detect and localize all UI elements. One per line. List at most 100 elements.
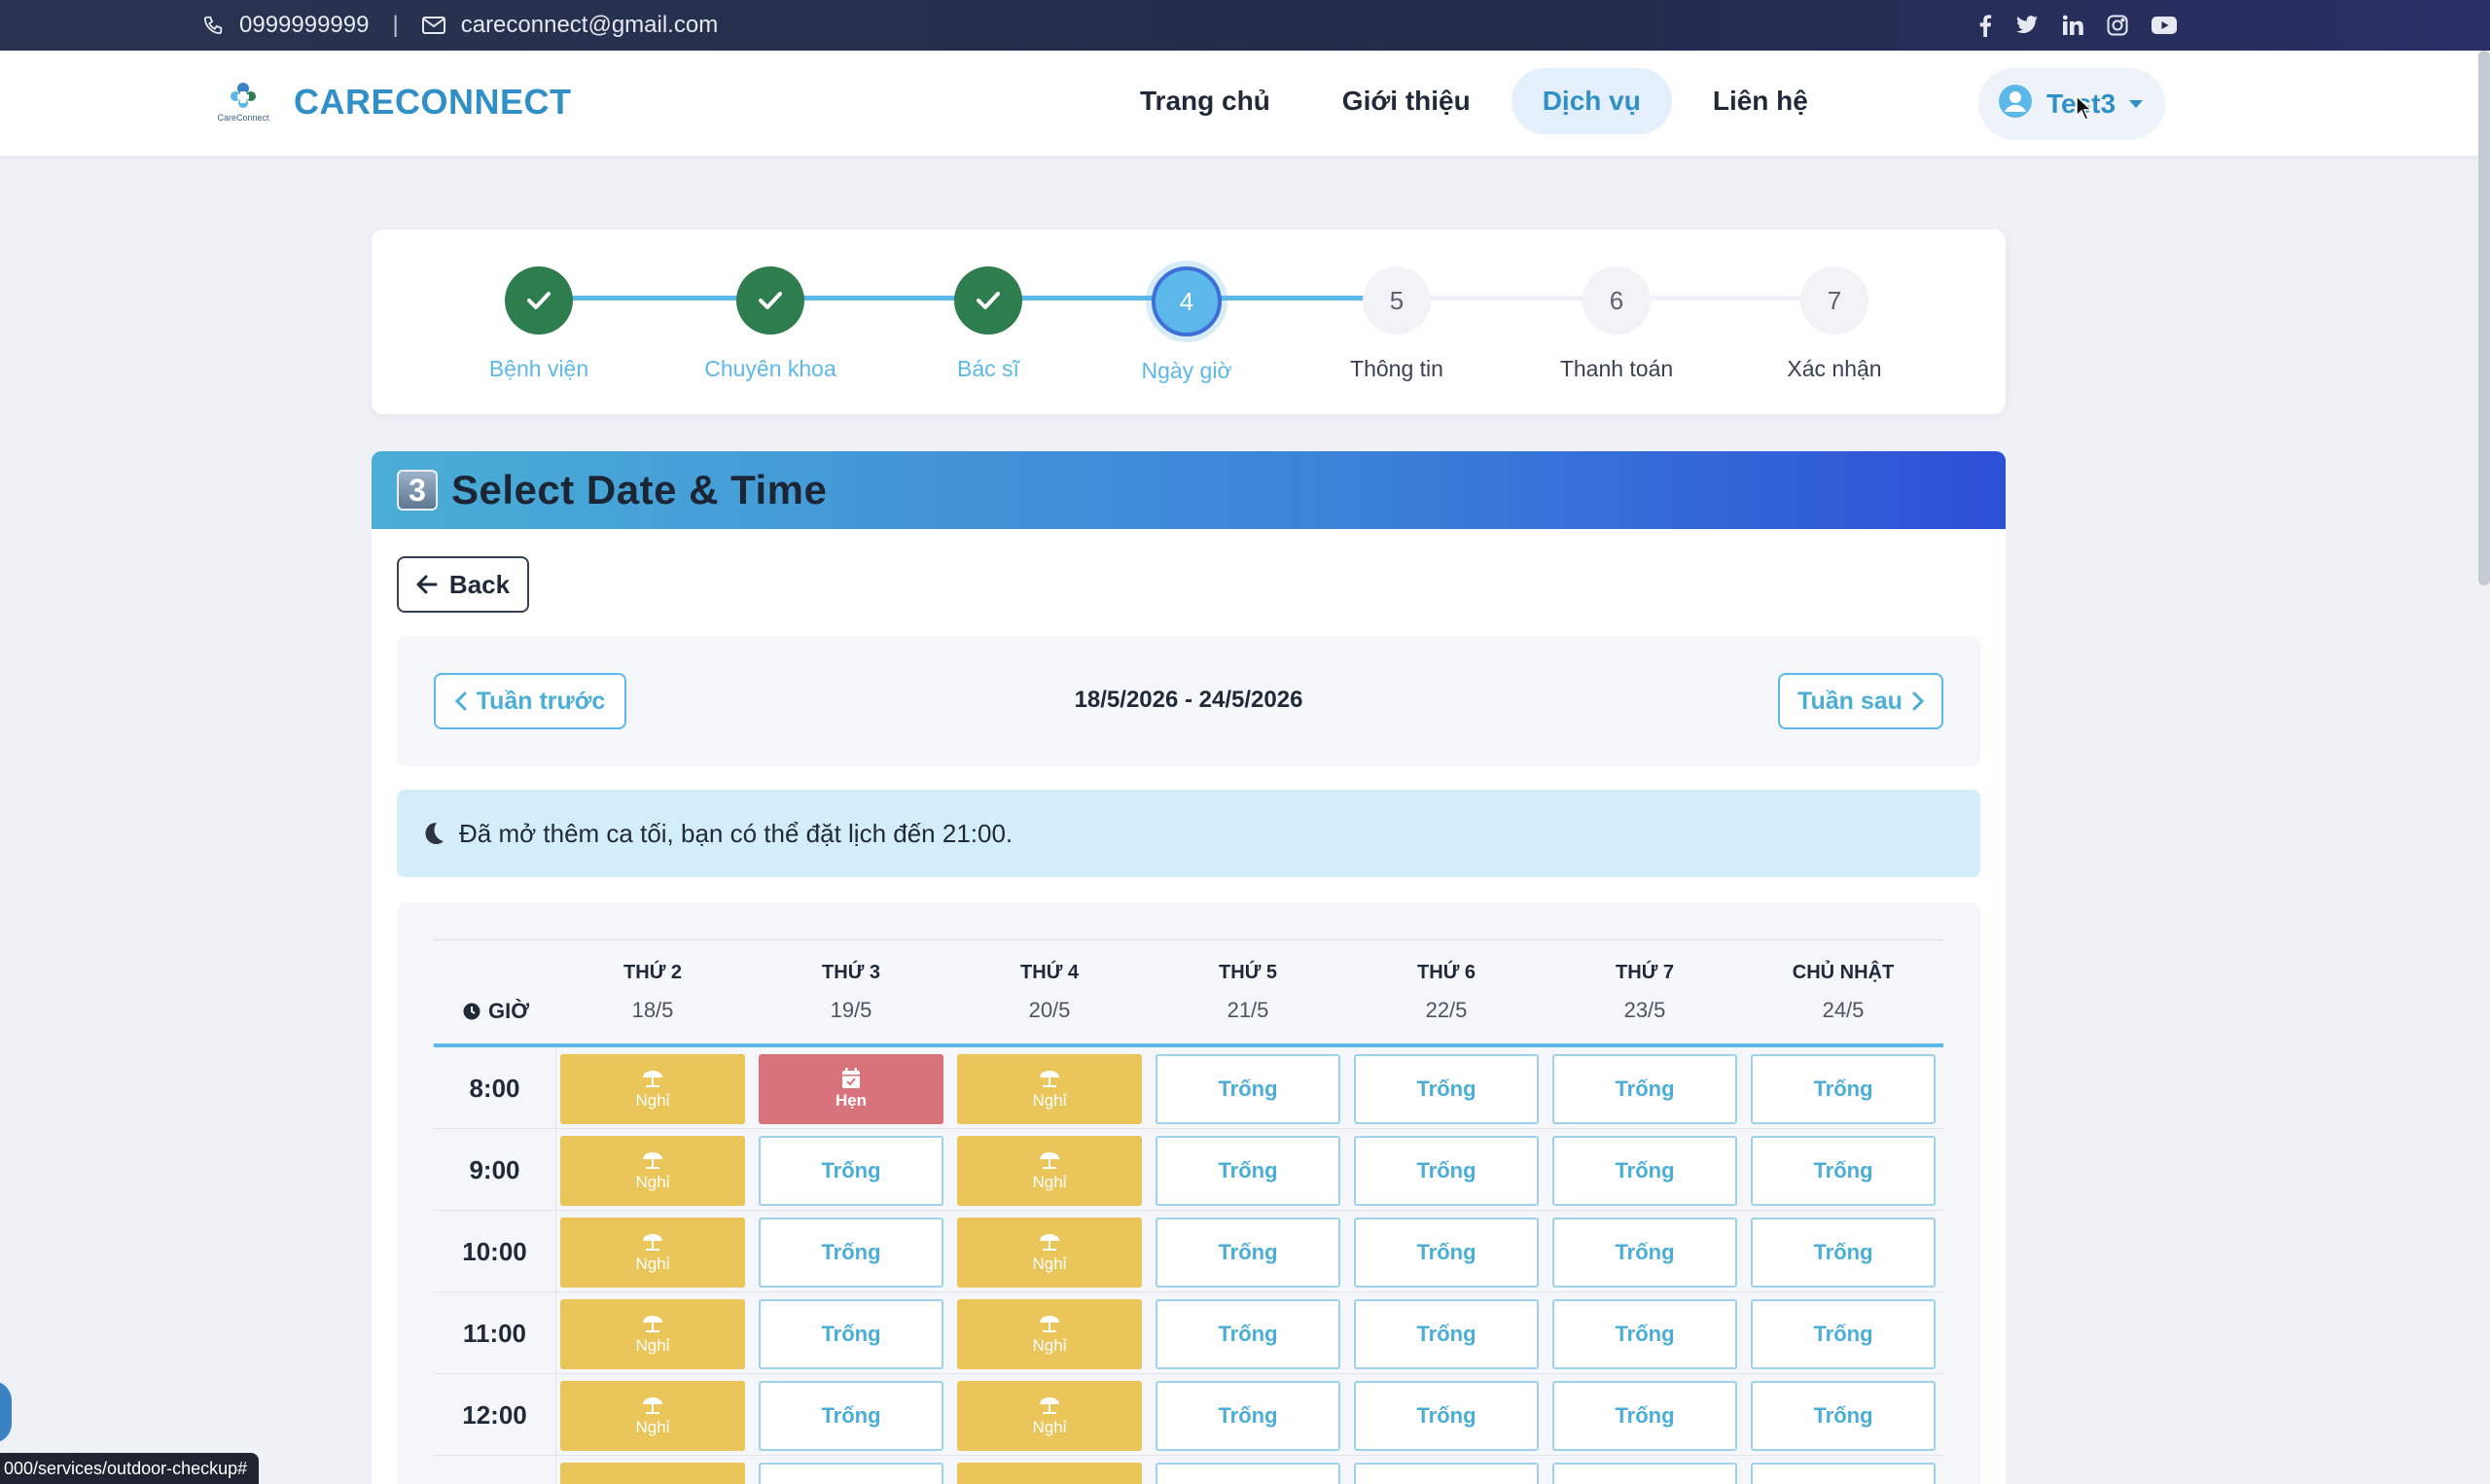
slot-label: Nghỉ [1032, 1091, 1067, 1110]
slot-available[interactable]: Trống [1354, 1381, 1539, 1451]
slot-available[interactable]: Trống [1156, 1054, 1340, 1124]
slot-label: Trống [1615, 1322, 1675, 1346]
slot-available[interactable]: Trống [1354, 1299, 1539, 1369]
contact-info: 0999999999 | careconnect@gmail.com [202, 0, 718, 51]
stepper-step-1[interactable]: Bệnh viện [442, 266, 636, 382]
slot-available[interactable] [759, 1463, 943, 1484]
check-icon [954, 266, 1022, 335]
check-icon [505, 266, 573, 335]
page-scrollbar[interactable] [2478, 51, 2490, 585]
stepper-connector [1187, 296, 1397, 300]
slot-label: Nghỉ [635, 1173, 670, 1191]
nav-item-home[interactable]: Trang chủ [1140, 86, 1270, 116]
slot-available[interactable]: Trống [1156, 1136, 1340, 1206]
slot-available[interactable]: Trống [1751, 1136, 1936, 1206]
slot-day-off [560, 1463, 745, 1484]
slot-label: Trống [1813, 1158, 1873, 1183]
slot-available[interactable]: Trống [1552, 1218, 1737, 1288]
schedule-table: GIỜ THỨ 2 18/5 THỨ 3 19/5 THỨ 4 20/5 THỨ 5 21/5… [434, 939, 1943, 1484]
step-number: 5 [1363, 266, 1431, 335]
phone-icon [202, 15, 224, 36]
slot-day-off: Nghỉ [560, 1054, 745, 1124]
instagram-icon[interactable] [2107, 15, 2128, 36]
day-date: 20/5 [1028, 998, 1071, 1022]
back-button-label: Back [448, 569, 511, 599]
evening-shift-notice: Đã mở thêm ca tối, bạn có thể đặt lịch đ… [397, 790, 1980, 877]
chevron-down-icon [2129, 100, 2144, 108]
step-label: Thông tin [1350, 356, 1443, 381]
stepper-step-5: 5 Thông tin [1299, 266, 1494, 382]
twitter-icon[interactable] [2015, 16, 2039, 35]
slot-available[interactable] [1354, 1463, 1539, 1484]
phone-number[interactable]: 0999999999 [239, 12, 370, 38]
chat-widget-button[interactable] [0, 1381, 12, 1443]
day-name: THỨ 3 [822, 962, 880, 983]
slot-label: Trống [821, 1240, 881, 1264]
previous-week-button[interactable]: Tuần trước [434, 673, 626, 729]
slot-available[interactable]: Trống [1156, 1299, 1340, 1369]
email-address[interactable]: careconnect@gmail.com [460, 12, 719, 38]
main-navbar: CareConnect CARECONNECT Trang chủ Giới t… [0, 51, 2478, 156]
beach-umbrella-icon [1040, 1234, 1059, 1251]
slot-available[interactable]: Trống [1354, 1136, 1539, 1206]
slot-label: Trống [1416, 1403, 1476, 1428]
slot-available[interactable]: Trống [1552, 1136, 1737, 1206]
beach-umbrella-icon [1040, 1397, 1059, 1414]
slot-available[interactable]: Trống [1156, 1218, 1340, 1288]
stepper-step-3[interactable]: Bác sĩ [891, 266, 1085, 382]
schedule-row: 11:00 Nghỉ Trống Nghỉ Trống Trống Trống Trống [434, 1292, 1943, 1374]
slot-available[interactable]: Trống [1751, 1381, 1936, 1451]
nav-item-services[interactable]: Dịch vụ [1511, 68, 1672, 134]
social-links [1978, 0, 2177, 51]
slot-label: Trống [1615, 1077, 1675, 1101]
slot-day-off: Nghỉ [957, 1299, 1142, 1369]
top-contact-bar: 0999999999 | careconnect@gmail.com [0, 0, 2490, 51]
slot-label: Trống [1416, 1158, 1476, 1183]
slot-available[interactable]: Trống [1354, 1054, 1539, 1124]
stepper-connector [539, 296, 770, 300]
facebook-icon[interactable] [1978, 14, 1992, 37]
schedule-row: 12:00 Nghỉ Trống Nghỉ Trống Trống Trống Trống [434, 1374, 1943, 1456]
slot-label: Nghỉ [1032, 1336, 1067, 1355]
notice-text: Đã mở thêm ca tối, bạn có thể đặt lịch đ… [459, 818, 1014, 848]
slot-available[interactable] [1156, 1463, 1340, 1484]
slot-available[interactable]: Trống [1156, 1381, 1340, 1451]
stepper-step-7: 7 Xác nhận [1737, 266, 1932, 382]
linkedin-icon[interactable] [2062, 15, 2083, 36]
booking-stepper: Bệnh viện Chuyên khoa Bác sĩ 4 Ngày giờ 5 Thôn… [372, 230, 2006, 414]
stepper-step-2[interactable]: Chuyên khoa [673, 266, 868, 382]
slot-available[interactable]: Trống [759, 1218, 943, 1288]
youtube-icon[interactable] [2152, 16, 2177, 35]
step-number: 6 [1583, 266, 1651, 335]
slot-available[interactable]: Trống [1552, 1054, 1737, 1124]
nav-item-contact[interactable]: Liên hệ [1712, 86, 1808, 116]
slot-available[interactable] [1552, 1463, 1737, 1484]
slot-day-off: Nghỉ [560, 1299, 745, 1369]
time-column-header: GIỜ [463, 999, 529, 1024]
check-icon [736, 266, 804, 335]
section-number-badge: 3 [397, 470, 438, 511]
slot-available[interactable]: Trống [1751, 1218, 1936, 1288]
slot-available[interactable] [1751, 1463, 1936, 1484]
beach-umbrella-icon [1040, 1071, 1059, 1087]
user-menu-button[interactable]: Test3 [1978, 68, 2165, 140]
slot-available[interactable]: Trống [1354, 1218, 1539, 1288]
slot-available[interactable]: Trống [1751, 1299, 1936, 1369]
slot-available[interactable]: Trống [759, 1381, 943, 1451]
brand-logo[interactable]: CareConnect CARECONNECT [212, 80, 572, 124]
day-header: THỨ 6 22/5 [1354, 962, 1539, 1023]
next-week-button[interactable]: Tuần sau [1778, 673, 1943, 729]
slot-day-off [957, 1463, 1142, 1484]
slot-available[interactable]: Trống [1552, 1299, 1737, 1369]
slot-available[interactable]: Trống [759, 1136, 943, 1206]
nav-item-about[interactable]: Giới thiệu [1341, 86, 1471, 116]
slot-available[interactable]: Trống [759, 1299, 943, 1369]
slot-available[interactable]: Trống [1552, 1381, 1737, 1451]
back-button[interactable]: Back [397, 556, 529, 613]
day-date: 19/5 [830, 998, 872, 1022]
slot-label: Nghỉ [1032, 1418, 1067, 1436]
slot-label: Trống [1218, 1077, 1278, 1101]
slot-label: Nghỉ [635, 1091, 670, 1110]
schedule-row-partial [434, 1456, 1943, 1484]
slot-available[interactable]: Trống [1751, 1054, 1936, 1124]
